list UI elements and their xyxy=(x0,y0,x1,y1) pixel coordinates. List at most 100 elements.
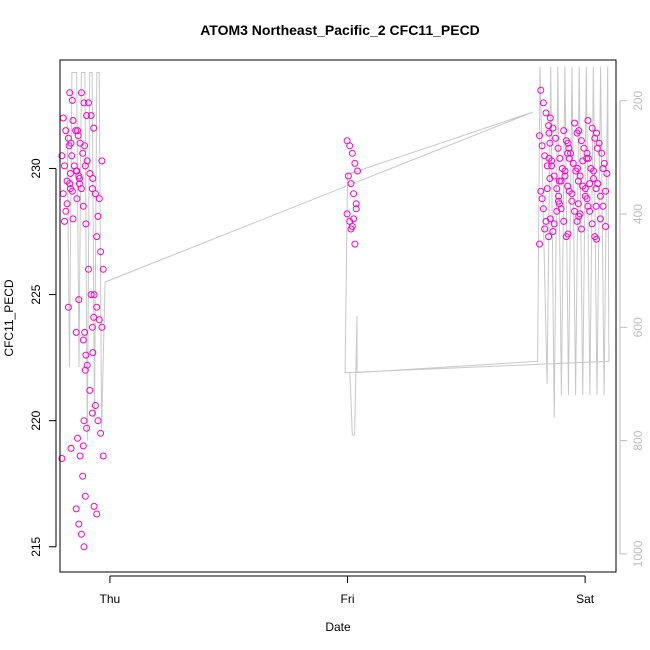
data-point xyxy=(577,225,585,233)
data-point xyxy=(581,185,589,193)
data-point xyxy=(550,172,558,180)
data-point xyxy=(72,127,80,135)
data-point xyxy=(80,543,88,551)
data-point xyxy=(579,157,587,165)
data-point xyxy=(348,149,356,157)
data-point xyxy=(545,233,553,241)
data-point xyxy=(542,109,550,117)
data-point xyxy=(598,149,606,157)
data-point xyxy=(91,190,99,198)
data-point xyxy=(554,144,562,152)
data-point xyxy=(584,117,592,124)
data-point xyxy=(58,455,66,462)
y2-tick-label: 1000 xyxy=(631,540,645,567)
data-point xyxy=(93,303,101,311)
data-point xyxy=(68,96,76,104)
data-point xyxy=(58,152,66,160)
data-point xyxy=(67,444,75,452)
data-point xyxy=(94,212,102,220)
data-point xyxy=(99,452,107,460)
data-point xyxy=(343,137,351,145)
data-point xyxy=(87,112,95,119)
data-point xyxy=(596,192,604,200)
data-point xyxy=(546,114,554,122)
data-point xyxy=(76,452,84,460)
data-point xyxy=(81,492,89,500)
data-point xyxy=(64,134,72,142)
data-point xyxy=(600,159,608,167)
data-point xyxy=(602,223,610,230)
data-point xyxy=(79,149,87,157)
data-point xyxy=(569,159,577,167)
data-point xyxy=(63,177,71,185)
data-point xyxy=(66,89,74,97)
data-point xyxy=(555,197,562,205)
y-tick-label: 215 xyxy=(29,536,43,556)
data-point xyxy=(62,207,70,215)
data-point xyxy=(586,180,594,188)
data-point xyxy=(59,190,67,198)
data-point xyxy=(93,233,101,241)
data-point xyxy=(88,409,96,417)
data-point xyxy=(537,86,545,94)
data-point xyxy=(567,149,575,157)
data-point xyxy=(90,124,98,132)
data-point xyxy=(95,195,103,203)
data-point xyxy=(568,197,576,205)
axes: Thu Fri Sat 215 220 225 230 200 400 600 800 1000 xyxy=(29,90,645,606)
data-point xyxy=(599,165,607,172)
data-point xyxy=(91,402,99,409)
data-point xyxy=(79,442,87,450)
data-point xyxy=(61,162,68,170)
data-point xyxy=(576,210,584,218)
data-point xyxy=(541,225,549,233)
data-point xyxy=(79,336,87,344)
data-point xyxy=(548,157,556,165)
data-point xyxy=(549,124,557,132)
data-point xyxy=(602,187,610,195)
data-point xyxy=(590,175,597,182)
data-point xyxy=(88,323,96,331)
data-point xyxy=(575,127,583,135)
data-point xyxy=(561,172,569,180)
data-point xyxy=(85,99,92,107)
data-point xyxy=(80,99,88,107)
data-point xyxy=(552,134,559,142)
data-point xyxy=(583,149,591,157)
y2-tick-label: 600 xyxy=(631,317,645,337)
data-point xyxy=(64,303,72,311)
data-point xyxy=(595,139,603,147)
data-point xyxy=(550,220,558,228)
data-point xyxy=(588,220,596,228)
data-point xyxy=(81,328,89,336)
data-point xyxy=(72,328,80,336)
data-point xyxy=(77,89,85,97)
data-point xyxy=(588,124,596,132)
data-point xyxy=(596,215,604,223)
data-point xyxy=(75,296,83,304)
data-point xyxy=(536,240,543,248)
data-point xyxy=(77,530,85,538)
data-point xyxy=(75,520,83,528)
data-point xyxy=(557,177,565,185)
data-point xyxy=(351,159,359,167)
data-point xyxy=(536,132,543,140)
data-point xyxy=(74,127,81,135)
data-point xyxy=(584,154,592,162)
data-point xyxy=(592,202,600,210)
data-point xyxy=(350,190,358,198)
data-point xyxy=(543,185,551,193)
data-point xyxy=(347,225,355,233)
data-point xyxy=(543,162,551,170)
data-point xyxy=(571,207,578,215)
data-point xyxy=(83,157,91,165)
data-point xyxy=(83,361,91,369)
data-point xyxy=(61,217,68,225)
data-point xyxy=(90,313,98,321)
data-point xyxy=(560,217,568,225)
data-point xyxy=(537,187,545,195)
data-point xyxy=(344,172,352,180)
data-point xyxy=(584,202,592,210)
y-axis-label: CFC11_PECD xyxy=(2,279,16,356)
